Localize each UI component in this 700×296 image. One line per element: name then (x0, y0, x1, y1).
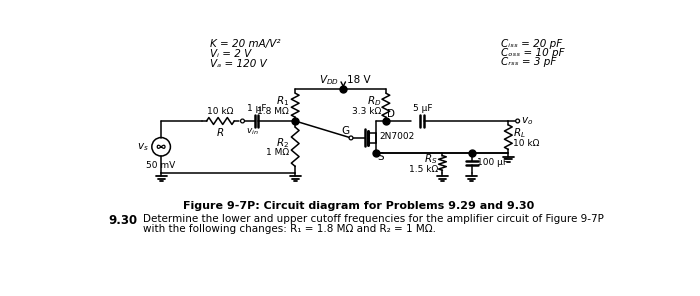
Text: 18 V: 18 V (347, 75, 371, 85)
Text: $v_o$: $v_o$ (521, 115, 533, 127)
Circle shape (241, 119, 244, 123)
Text: Cₒₛₛ = 10 pF: Cₒₛₛ = 10 pF (500, 48, 564, 58)
Text: D: D (386, 109, 395, 119)
Text: G: G (342, 126, 349, 136)
Text: 2N7002: 2N7002 (379, 132, 414, 141)
Text: $v_s$: $v_s$ (137, 141, 148, 153)
Text: Cᵢₛₛ = 20 pF: Cᵢₛₛ = 20 pF (500, 38, 562, 49)
Text: Figure 9-7P: Circuit diagram for Problems 9.29 and 9.30: Figure 9-7P: Circuit diagram for Problem… (183, 201, 534, 211)
Text: 1.5 kΩ: 1.5 kΩ (409, 165, 438, 174)
Text: $R_D$: $R_D$ (367, 94, 382, 108)
Text: $v_{in}$: $v_{in}$ (246, 126, 259, 137)
Text: 10 kΩ: 10 kΩ (513, 139, 540, 148)
Text: Determine the lower and upper cutoff frequencies for the amplifier circuit of Fi: Determine the lower and upper cutoff fre… (144, 214, 604, 224)
Text: $V_{DD}$: $V_{DD}$ (319, 73, 339, 87)
Text: 100 μF: 100 μF (477, 158, 508, 168)
Text: 10 kΩ: 10 kΩ (207, 107, 234, 116)
Text: $R_2$: $R_2$ (276, 136, 289, 150)
Text: 1.8 MΩ: 1.8 MΩ (258, 107, 289, 116)
Text: 9.30: 9.30 (108, 214, 137, 227)
Text: Cᵣₛₛ = 3 pF: Cᵣₛₛ = 3 pF (500, 57, 556, 67)
Text: $R_L$: $R_L$ (513, 126, 526, 140)
Circle shape (516, 119, 519, 123)
Text: 50 mV: 50 mV (146, 161, 176, 170)
Text: $R_1$: $R_1$ (276, 94, 289, 108)
Text: 3.3 kΩ: 3.3 kΩ (352, 107, 382, 116)
Text: Vₐ = 120 V: Vₐ = 120 V (210, 59, 267, 69)
Text: $R_S$: $R_S$ (424, 152, 438, 166)
Text: 1 MΩ: 1 MΩ (266, 149, 289, 157)
Text: $R$: $R$ (216, 126, 225, 138)
Text: K = 20 mA/V²: K = 20 mA/V² (210, 38, 281, 49)
Text: with the following changes: R₁ = 1.8 MΩ and R₂ = 1 MΩ.: with the following changes: R₁ = 1.8 MΩ … (144, 224, 436, 234)
Text: S: S (377, 152, 384, 162)
Text: 1 μF: 1 μF (246, 104, 266, 113)
Text: 5 μF: 5 μF (412, 104, 432, 112)
Circle shape (349, 136, 353, 140)
Text: Vᵢ = 2 V: Vᵢ = 2 V (210, 49, 251, 59)
